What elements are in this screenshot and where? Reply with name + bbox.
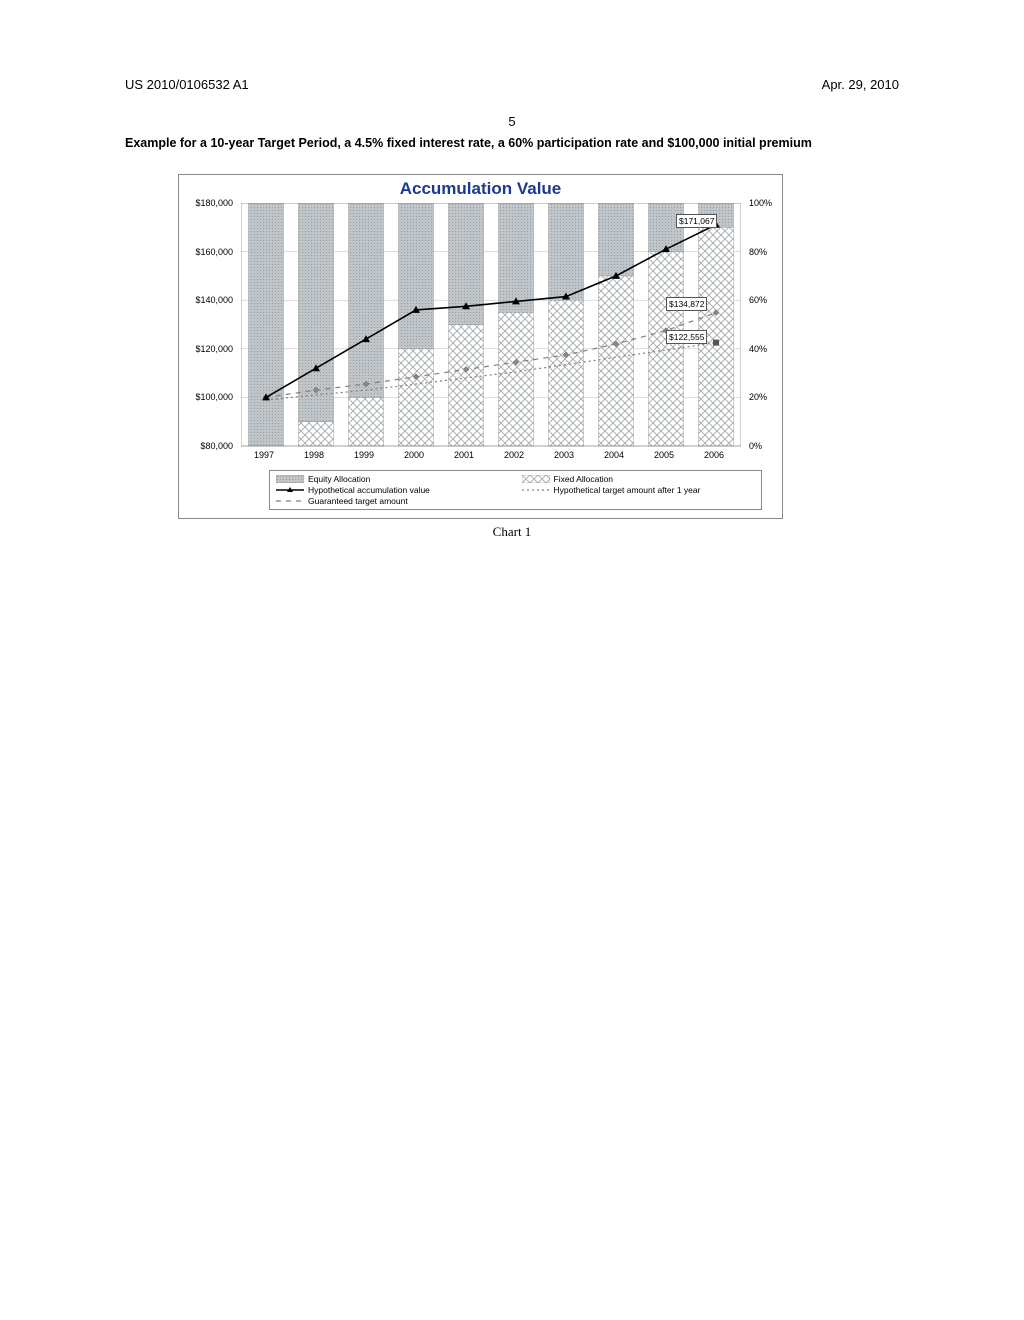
y-right-tick-label: 60% — [749, 295, 767, 305]
guaranteed-line-icon — [276, 497, 304, 505]
fixed-swatch-icon — [522, 475, 550, 483]
equity-swatch-icon — [276, 475, 304, 483]
chart-description: Example for a 10-year Target Period, a 4… — [125, 135, 899, 152]
legend-label: Hypothetical accumulation value — [308, 485, 430, 495]
y-right-tick-label: 100% — [749, 198, 772, 208]
x-tick-label: 2000 — [404, 450, 424, 460]
x-tick-label: 2004 — [604, 450, 624, 460]
legend-label: Guaranteed target amount — [308, 496, 408, 506]
legend-label: Hypothetical target amount after 1 year — [554, 485, 701, 495]
x-tick-label: 1997 — [254, 450, 274, 460]
value-callout: $134,872 — [666, 297, 707, 311]
chart-title: Accumulation Value — [179, 179, 782, 199]
legend-item: Fixed Allocation — [522, 474, 756, 484]
x-tick-label: 1998 — [304, 450, 324, 460]
legend-label: Fixed Allocation — [554, 474, 614, 484]
y-right-tick-label: 80% — [749, 247, 767, 257]
y-right-tick-label: 20% — [749, 392, 767, 402]
y-left-tick-label: $100,000 — [195, 392, 233, 402]
legend-item: Hypothetical target amount after 1 year — [522, 485, 756, 495]
value-callout: $171,067 — [676, 214, 717, 228]
y-left-tick-label: $80,000 — [200, 441, 233, 451]
legend-item: Equity Allocation — [276, 474, 510, 484]
chart-legend: Equity AllocationFixed AllocationHypothe… — [269, 470, 762, 510]
legend-item: Hypothetical accumulation value — [276, 485, 510, 495]
chart-container: Accumulation Value $80,000 $100,000 $120,0… — [178, 174, 783, 519]
page-number: 5 — [508, 114, 515, 129]
y-left-tick-label: $140,000 — [195, 295, 233, 305]
x-tick-label: 2006 — [704, 450, 724, 460]
target1-line-icon — [522, 486, 550, 494]
y-left-tick-label: $160,000 — [195, 247, 233, 257]
x-tick-label: 2003 — [554, 450, 574, 460]
x-tick-label: 2005 — [654, 450, 674, 460]
patent-number: US 2010/0106532 A1 — [125, 77, 249, 92]
x-tick-label: 1999 — [354, 450, 374, 460]
value-callout: $122,555 — [666, 330, 707, 344]
accum-line-icon — [276, 486, 304, 494]
chart-caption: Chart 1 — [493, 524, 532, 540]
x-tick-label: 2002 — [504, 450, 524, 460]
y-right-tick-label: 40% — [749, 344, 767, 354]
y-left-tick-label: $180,000 — [195, 198, 233, 208]
legend-item: Guaranteed target amount — [276, 496, 510, 506]
x-tick-label: 2001 — [454, 450, 474, 460]
document-date: Apr. 29, 2010 — [822, 77, 899, 92]
legend-label: Equity Allocation — [308, 474, 370, 484]
y-right-tick-label: 0% — [749, 441, 762, 451]
y-left-tick-label: $120,000 — [195, 344, 233, 354]
